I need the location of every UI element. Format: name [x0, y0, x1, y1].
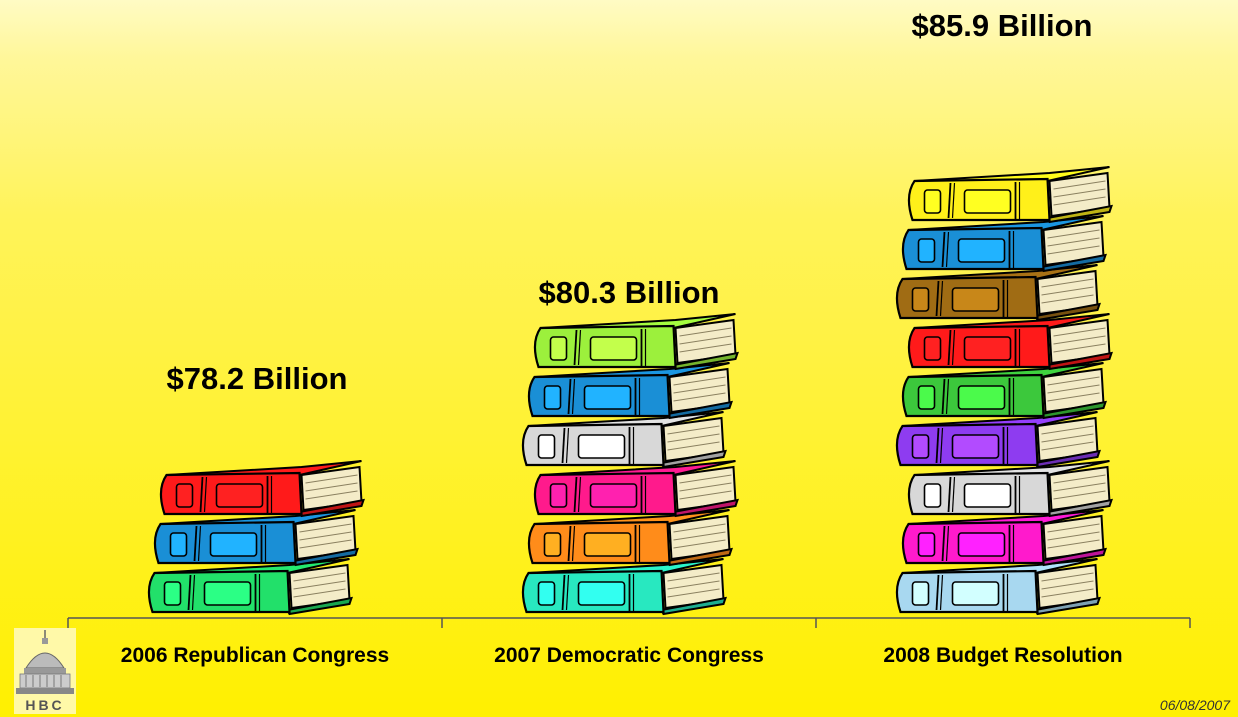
- value-label-2008: $85.9 Billion: [912, 8, 1093, 43]
- book-0-0: [147, 558, 353, 616]
- book-1-1: [527, 509, 733, 567]
- book-stacks: [147, 166, 1113, 616]
- book-1-3: [521, 411, 727, 469]
- category-label-2006: 2006 Republican Congress: [121, 644, 389, 667]
- category-label-2007: 2007 Democratic Congress: [494, 644, 764, 667]
- book-2-2: [907, 460, 1113, 518]
- book-0-2: [159, 460, 365, 518]
- book-2-4: [901, 362, 1107, 420]
- category-label-2008: 2008 Budget Resolution: [883, 644, 1122, 667]
- value-label-2006: $78.2 Billion: [167, 361, 348, 396]
- book-1-4: [527, 362, 733, 420]
- book-2-7: [901, 215, 1107, 273]
- date-stamp: 06/08/2007: [1159, 697, 1230, 713]
- book-1-5: [533, 313, 739, 371]
- svg-text:HBC: HBC: [25, 697, 64, 713]
- book-2-5: [907, 313, 1113, 371]
- book-2-0: [895, 558, 1101, 616]
- book-2-8: [907, 166, 1113, 224]
- value-label-2007: $80.3 Billion: [539, 275, 720, 310]
- hbc-capitol-logo: HBC: [14, 628, 76, 714]
- book-1-2: [533, 460, 739, 518]
- book-2-3: [895, 411, 1101, 469]
- book-1-0: [521, 558, 727, 616]
- book-2-6: [895, 264, 1101, 322]
- book-0-1: [153, 509, 359, 567]
- book-2-1: [901, 509, 1107, 567]
